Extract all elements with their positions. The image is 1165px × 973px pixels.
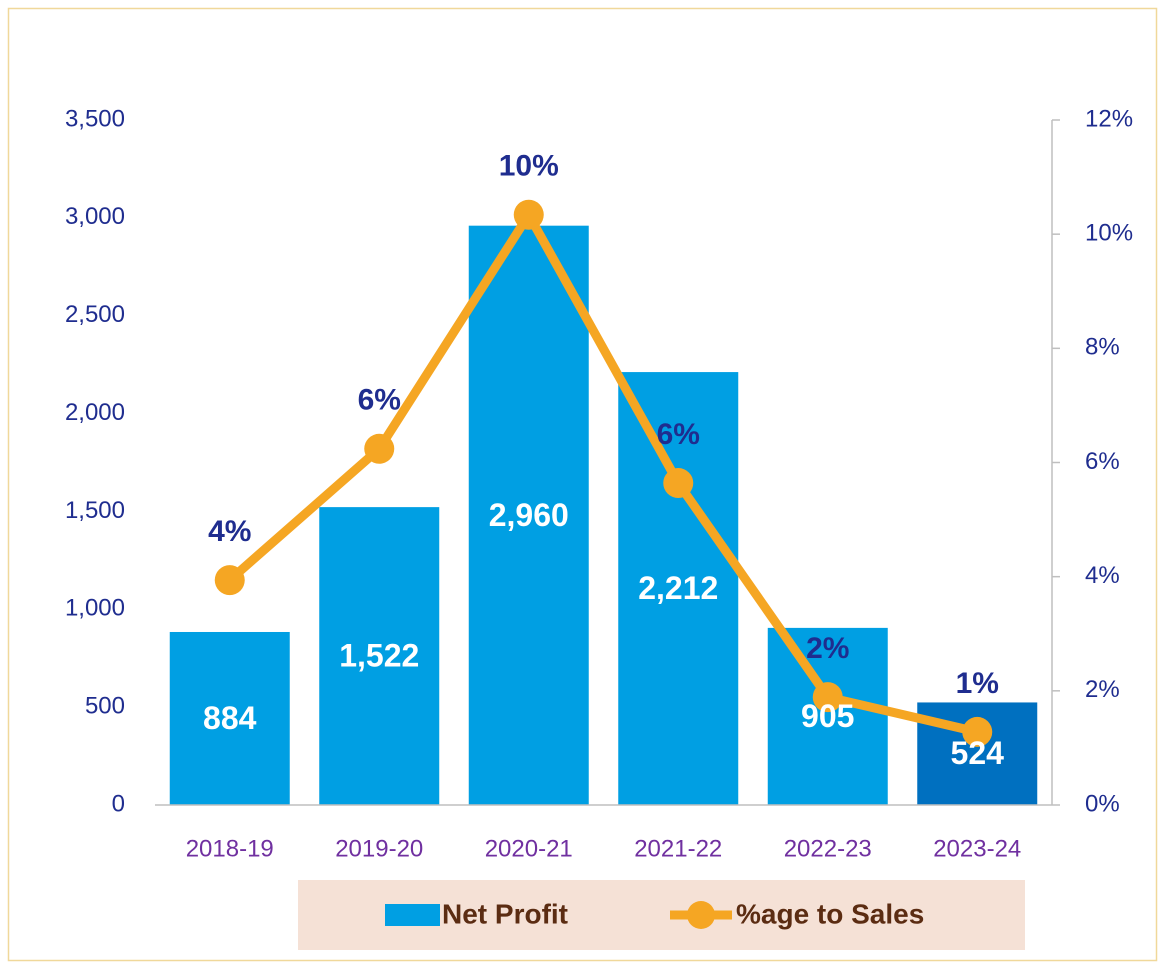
legend-swatch — [385, 904, 440, 926]
x-tick-label: 2022-23 — [784, 835, 872, 862]
y-tick-label: 500 — [85, 692, 125, 719]
bar — [169, 631, 290, 805]
point-label: 6% — [657, 418, 700, 451]
bar — [468, 225, 589, 805]
line-marker — [663, 468, 694, 499]
y2-tick-label: 6% — [1085, 448, 1120, 475]
point-label: 1% — [956, 667, 999, 700]
y-tick-label: 2,500 — [65, 301, 125, 328]
y-tick-label: 3,500 — [65, 105, 125, 132]
y2-tick-label: 8% — [1085, 334, 1120, 361]
bar — [319, 507, 440, 805]
point-label: 6% — [358, 384, 401, 417]
y2-tick-label: 0% — [1085, 790, 1120, 817]
point-label: 2% — [806, 632, 849, 665]
x-tick-label: 2020-21 — [485, 835, 573, 862]
y-tick-label: 2,000 — [65, 399, 125, 426]
bar-label: 524 — [951, 735, 1005, 771]
y-tick-label: 3,000 — [65, 203, 125, 230]
legend-label: %age to Sales — [736, 898, 924, 929]
line-marker — [513, 199, 544, 230]
y-tick-label: 1,500 — [65, 497, 125, 524]
bar-label: 884 — [203, 700, 257, 736]
bar-label: 2,960 — [489, 497, 569, 533]
x-tick-label: 2019-20 — [335, 835, 423, 862]
x-tick-label: 2018-19 — [186, 835, 274, 862]
point-label: 4% — [208, 515, 251, 548]
legend-marker — [687, 901, 715, 929]
line-marker — [812, 682, 843, 713]
bar — [618, 372, 739, 805]
point-label: 10% — [499, 150, 559, 183]
y2-tick-label: 12% — [1085, 105, 1133, 132]
y-tick-label: 0 — [112, 790, 125, 817]
bar — [767, 627, 888, 805]
y2-tick-label: 4% — [1085, 562, 1120, 589]
line-marker — [962, 716, 993, 747]
line-marker — [364, 433, 395, 464]
bar-label: 905 — [801, 698, 854, 734]
legend-label: Net Profit — [442, 898, 568, 929]
line — [226, 210, 979, 737]
x-tick-label: 2023-24 — [933, 835, 1021, 862]
y2-tick-label: 10% — [1085, 220, 1133, 247]
line-marker — [214, 565, 245, 596]
y2-tick-label: 2% — [1085, 676, 1120, 703]
bar-label: 1,522 — [339, 638, 419, 674]
bar-label: 2,212 — [638, 570, 718, 606]
y-tick-label: 1,000 — [65, 595, 125, 622]
x-tick-label: 2021-22 — [634, 835, 722, 862]
